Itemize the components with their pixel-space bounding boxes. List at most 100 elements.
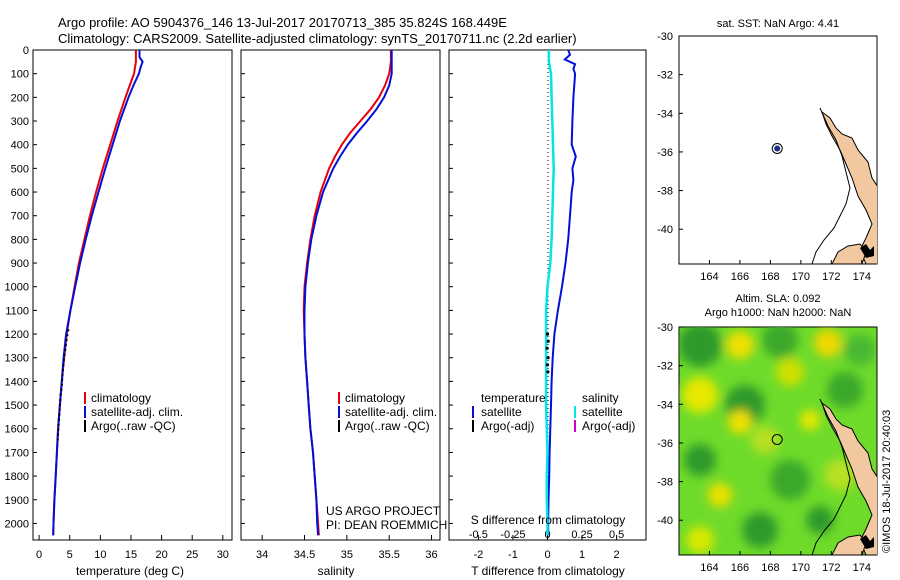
argo-adj-point <box>545 346 549 350</box>
sla-map-title-line1: Altim. SLA: 0.092 <box>736 293 821 305</box>
legend-label-s-satellite: satellite <box>582 405 623 419</box>
depth-tick-label: 800 <box>11 234 29 246</box>
latitude-tick-label: -32 <box>657 361 673 373</box>
depth-tick-label: 500 <box>11 163 29 175</box>
depth-tick-label: 1000 <box>5 282 29 294</box>
legend-label-argo: Argo(..raw -QC) <box>345 419 430 433</box>
longitude-tick-label: 168 <box>761 271 779 283</box>
depth-tick-label: 1900 <box>5 495 29 507</box>
argo-adj-point <box>545 332 550 336</box>
argo-adj-point <box>546 370 550 374</box>
legend-label-t-argo: Argo(-adj) <box>481 419 534 433</box>
latitude-tick-label: -38 <box>657 477 673 489</box>
argo-position-marker <box>771 143 783 154</box>
latitude-tick-label: -36 <box>657 147 673 159</box>
depth-tick-label: 1700 <box>5 447 29 459</box>
legend-header-temperature: temperature <box>481 391 546 405</box>
legend-header-salinity: salinity <box>582 391 619 405</box>
longitude-tick-label: 166 <box>731 562 749 574</box>
temperature-panel: 0100200300400500600700800900100011001200… <box>5 45 233 578</box>
sla-map-panel: Altim. SLA: 0.092 Argo h1000: NaN h2000:… <box>657 293 878 574</box>
salinity-tick-label: 34 <box>256 549 268 561</box>
depth-tick-label: 1400 <box>5 376 29 388</box>
temperature-tick-label: 20 <box>155 549 167 561</box>
depth-tick-label: 2000 <box>5 518 29 530</box>
depth-tick-label: 700 <box>11 211 29 223</box>
t-diff-satellite-line <box>547 50 577 536</box>
depth-tick-label: 300 <box>11 116 29 128</box>
t-diff-tick-label: -1 <box>508 549 518 561</box>
land-detail-mark <box>860 535 874 549</box>
salinity-tick-label: 36 <box>425 549 437 561</box>
argo-position-fill <box>774 145 781 152</box>
temperature-tick-label: 30 <box>217 549 229 561</box>
s-diff-tick-label: 0.5 <box>609 529 624 541</box>
latitude-tick-label: -34 <box>657 399 673 411</box>
latitude-tick-label: -34 <box>657 108 673 120</box>
depth-tick-label: 1800 <box>5 471 29 483</box>
latitude-tick-label: -40 <box>657 224 673 236</box>
depth-contour <box>811 107 851 264</box>
depth-tick-label: 1200 <box>5 329 29 341</box>
temperature-legend: climatology satellite-adj. clim. Argo(..… <box>84 391 183 433</box>
temperature-axis: 0 5 10 15 20 25 30 <box>36 535 229 561</box>
s-diff-tick-label: 0.25 <box>571 529 592 541</box>
longitude-tick-label: 170 <box>792 271 810 283</box>
longitude-tick-label: 164 <box>700 562 718 574</box>
temperature-series-line <box>52 50 144 536</box>
longitude-tick-label: 172 <box>822 562 840 574</box>
temperature-lines <box>52 50 144 536</box>
salinity-tick-label: 34.5 <box>294 549 315 561</box>
longitude-tick-label: 172 <box>822 271 840 283</box>
legend-label-t-satellite: satellite <box>481 405 522 419</box>
temperature-tick-label: 0 <box>36 549 42 561</box>
t-diff-tick-label: 1 <box>579 549 585 561</box>
s-diff-tick-label: -0.25 <box>500 529 525 541</box>
depth-tick-label: 1300 <box>5 353 29 365</box>
salinity-panel: 34 34.5 35 35.5 36 salinity climatology sate… <box>240 49 447 578</box>
longitude-tick-label: 164 <box>700 271 718 283</box>
legend-label-climatology: climatology <box>91 391 151 405</box>
longitude-tick-label: 168 <box>761 562 779 574</box>
longitude-tick-label: 174 <box>853 562 871 574</box>
temperature-tick-label: 10 <box>94 549 106 561</box>
salinity-plot-frame <box>240 49 441 541</box>
salinity-tick-label: 35.5 <box>378 549 399 561</box>
t-difference-axis: -2 -1 0 1 2 <box>473 535 620 561</box>
salinity-lines <box>302 50 393 536</box>
project-credit: US ARGO PROJECT <box>326 504 441 518</box>
south-island-land <box>831 243 867 264</box>
depth-tick-label: 1100 <box>5 305 29 317</box>
difference-xlabel: T difference from climatology <box>471 564 625 578</box>
depth-tick-label: 100 <box>11 69 29 81</box>
argo-adj-point <box>546 356 550 360</box>
legend-label-s-argo: Argo(-adj) <box>582 419 635 433</box>
sla-field <box>679 327 877 555</box>
sla-map-title-line2: Argo h1000: NaN h2000: NaN <box>705 307 852 319</box>
argo-adj-point <box>546 339 550 343</box>
s-diff-satellite-line <box>544 50 555 536</box>
legend-label-climatology: climatology <box>345 391 405 405</box>
sst-map-land <box>811 107 877 264</box>
temperature-series-line <box>56 329 70 443</box>
s-diff-tick-label: -0.5 <box>469 529 488 541</box>
salinity-axis: 34 34.5 35 35.5 36 <box>256 535 438 561</box>
legend-label-satellite: satellite-adj. clim. <box>91 405 183 419</box>
sst-map-axes: 164 166 168 170 172 174 -30 -32 -34 -36 -38 -40 <box>657 31 871 283</box>
t-diff-tick-label: 0 <box>544 549 550 561</box>
latitude-tick-label: -40 <box>657 515 673 527</box>
legend-label-satellite: satellite-adj. clim. <box>345 405 437 419</box>
difference-panel: -2 -1 0 1 2 -0.5 -0.25 0 0.25 0.5 T difference f… <box>448 49 647 578</box>
depth-contour <box>811 398 851 555</box>
figure-title-line1: Argo profile: AO 5904376_146 13-Jul-2017… <box>58 15 507 30</box>
depth-tick-label: 1500 <box>5 400 29 412</box>
depth-tick-label: 900 <box>11 258 29 270</box>
salinity-xlabel: salinity <box>318 564 355 578</box>
depth-tick-label: 0 <box>23 45 29 57</box>
depth-tick-label: 400 <box>11 140 29 152</box>
temperature-plot-frame <box>32 49 233 541</box>
sla-map-axes: 164 166 168 170 172 174 -30 -32 -34 -36 -38 -40 <box>657 322 871 574</box>
depth-axis: 0 100 200 300 400 500 600 700 800 900 1000 1100 1200… <box>5 45 37 530</box>
salinity-series-line <box>303 50 393 536</box>
latitude-tick-label: -36 <box>657 438 673 450</box>
